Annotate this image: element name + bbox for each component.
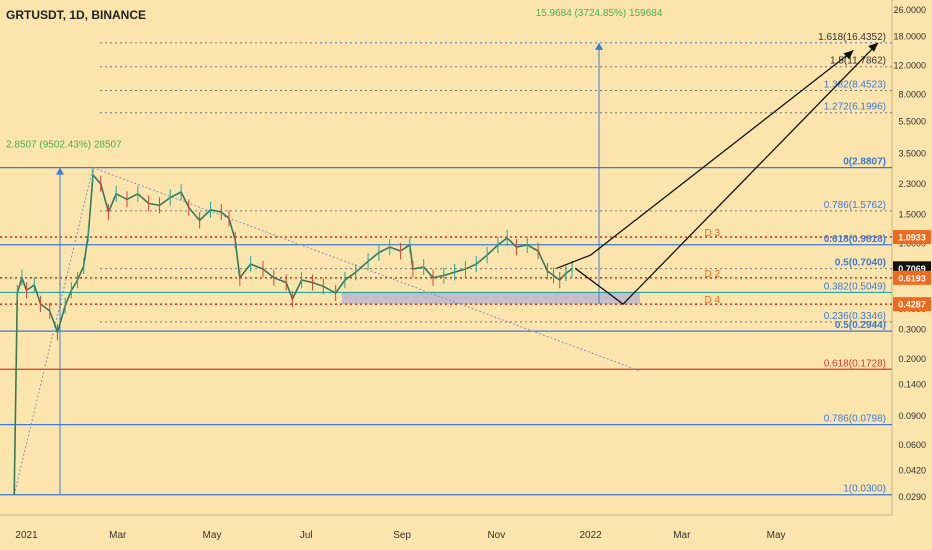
y-tick-label-17: 0.0290 xyxy=(898,492,926,502)
price-label-text-0: 1.0933 xyxy=(898,233,926,243)
price-label-box-3 xyxy=(893,297,931,312)
x-tick-label-1: Mar xyxy=(109,530,127,541)
price-label-text-3: 0.4287 xyxy=(898,300,926,310)
y-tick-label-15: 0.0600 xyxy=(898,440,926,450)
measure-1-arrowhead xyxy=(56,167,64,175)
fib-level-label-3: 1.272(6.1996) xyxy=(824,102,886,113)
y-tick-label-6: 2.3000 xyxy=(898,179,926,189)
x-tick-label-5: Nov xyxy=(487,530,505,541)
y-tick-label-14: 0.0900 xyxy=(898,411,926,421)
projection-path xyxy=(574,42,879,306)
fib-level-label-7: 0.5(0.7040) xyxy=(835,258,886,269)
y-tick-label-4: 5.5000 xyxy=(898,116,926,126)
x-tick-label-0: 2021 xyxy=(15,530,38,541)
y-tick-label-11: 0.3000 xyxy=(898,325,926,335)
y-tick-label-2: 12.0000 xyxy=(893,60,926,70)
fib-level-label-4: 0(2.8807) xyxy=(843,157,886,168)
fib-level-label-5: 0.786(1.5762) xyxy=(824,200,886,211)
fib-level-label-13: 1(0.0300) xyxy=(843,484,886,495)
measure-1-label: 2.8507 (9502.43%) 28507 xyxy=(6,140,122,151)
projection-channel xyxy=(556,49,854,269)
x-tick-label-7: Mar xyxy=(673,530,691,541)
trendline xyxy=(92,167,639,371)
x-tick-label-6: 2022 xyxy=(580,530,603,541)
chart-title: GRTUSDT, 1D, BINANCE xyxy=(6,8,147,22)
price-label-text-1: 0.7069 xyxy=(898,264,926,274)
price-line xyxy=(13,173,573,495)
price-label-box-0 xyxy=(893,230,931,245)
measure-2-arrowhead xyxy=(595,42,603,50)
x-tick-label-8: May xyxy=(767,530,786,541)
horizontal-level-label-2: D 4 xyxy=(704,295,720,306)
fib-level-label-2: 1.382(8.4523) xyxy=(824,80,886,91)
horizontal-level-label-1: D 2 xyxy=(704,269,720,280)
fib-level-label-8: 0.382(0.5049) xyxy=(824,281,886,292)
horizontal-level-label-0: D 3 xyxy=(704,228,720,239)
fib-level-label-11: 0.618(0.1728) xyxy=(824,358,886,369)
projection-channel-arrowhead xyxy=(843,50,854,60)
x-tick-label-4: Sep xyxy=(393,530,411,541)
price-label-text-2: 0.6193 xyxy=(898,273,926,283)
fib-level-label-10: 0.5(0.2944) xyxy=(835,320,886,331)
y-tick-label-5: 3.5000 xyxy=(898,149,926,159)
fib-level-label-0: 1.618(16.4352) xyxy=(818,32,886,43)
fib-anchor-line xyxy=(13,167,94,495)
x-tick-label-2: May xyxy=(203,530,222,541)
y-tick-label-0: 26.0000 xyxy=(893,5,926,15)
fib-level-label-9: 0.236(0.3346) xyxy=(824,311,886,322)
fib-level-label-6: 0.618(0.9818) xyxy=(824,234,886,245)
y-tick-label-7: 1.5000 xyxy=(898,209,926,219)
measure-2-label: 15.9684 (3724.85%) 159684 xyxy=(536,8,663,19)
fib-level-label-1: 1.5(11.7862) xyxy=(830,56,886,67)
y-tick-label-3: 8.0000 xyxy=(898,89,926,99)
support-zone xyxy=(341,292,641,305)
price-label-box-2 xyxy=(893,270,931,285)
projection-arrowhead xyxy=(868,42,879,52)
fib-level-label-12: 0.786(0.0798) xyxy=(824,414,886,425)
y-tick-label-12: 0.2000 xyxy=(898,354,926,364)
y-tick-label-1: 18.0000 xyxy=(893,31,926,41)
y-tick-label-13: 0.1400 xyxy=(898,379,926,389)
y-tick-label-16: 0.0420 xyxy=(898,466,926,476)
x-tick-label-3: Jul xyxy=(300,530,313,541)
